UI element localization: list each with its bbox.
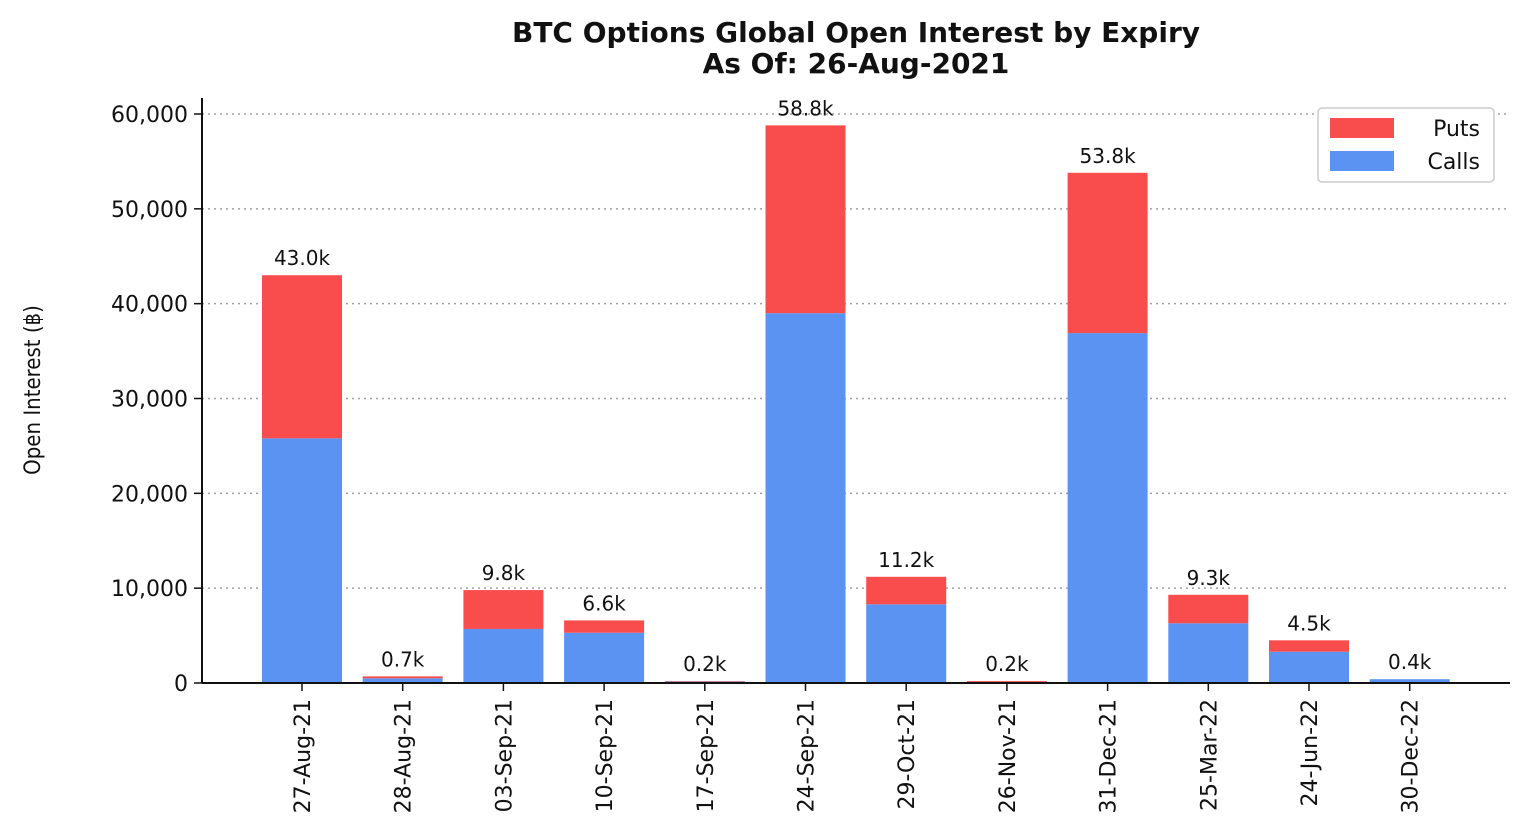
x-tick-label: 17-Sep-21 [694,699,719,812]
bar-puts [1168,594,1249,624]
bar-total-label: 58.8k [777,96,834,120]
bar-total-label: 53.8k [1080,144,1137,168]
bar-total-label: 9.3k [1187,566,1231,590]
bar-puts [866,576,947,605]
bar-puts [1067,172,1148,334]
title-group: BTC Options Global Open Interest by Expi… [512,16,1200,80]
y-tick-label: 50,000 [111,198,188,223]
bar-calls [262,438,342,683]
x-tick-label: 24-Jun-22 [1298,699,1323,806]
bars-layer [262,125,1450,683]
bar-puts [262,275,342,439]
bar-total-label: 0.2k [985,652,1029,676]
bar-calls [1369,679,1450,683]
y-tick-label: 10,000 [111,577,188,602]
bar-puts [463,590,544,629]
x-tick-label: 10-Sep-21 [593,699,618,812]
bar-calls [1269,651,1349,683]
bar-total-label: 11.2k [878,548,935,572]
bar-calls [564,632,645,683]
bar-total-label: 0.4k [1388,650,1432,674]
bar-total-label: 9.8k [482,561,526,585]
x-tick-label: 25-Mar-22 [1197,699,1222,811]
bar-puts [765,125,846,314]
y-tick-label: 20,000 [111,482,188,507]
y-tick-label: 60,000 [111,103,188,128]
x-tick-label: 26-Nov-21 [996,699,1021,813]
bar-puts [1269,640,1349,652]
legend: Puts Calls [1317,107,1495,183]
bar-calls [463,628,544,683]
chart-title: BTC Options Global Open Interest by Expi… [512,16,1200,49]
legend-label-calls: Calls [1427,150,1480,175]
bar-puts [966,681,1047,683]
bar-calls [1168,623,1249,683]
y-tick-label: 40,000 [111,293,188,318]
bar-total-label: 43.0k [274,246,331,270]
x-tick-label: 31-Dec-21 [1097,699,1122,813]
bar-calls [765,313,846,683]
x-tick-label: 30-Dec-22 [1399,699,1424,813]
bar-puts [564,620,645,633]
bar-total-label: 0.7k [381,647,425,671]
grid-layer [202,113,1510,589]
y-tick-label: 0 [174,672,188,697]
legend-swatch-puts [1330,118,1394,138]
x-tick-label: 03-Sep-21 [492,699,517,812]
ticks-layer: 0 10,000 20,000 30,000 40,000 50,000 60,000 27-… [111,103,1424,813]
legend-swatch-calls [1330,151,1394,171]
bar-puts [362,676,443,679]
bar-calls [1067,333,1148,683]
y-tick-label: 30,000 [111,388,188,413]
x-tick-label: 28-Aug-21 [392,699,417,813]
bar-total-label: 4.5k [1287,611,1331,635]
bar-calls [362,678,443,683]
x-tick-label: 27-Aug-21 [291,699,316,813]
x-tick-label: 24-Sep-21 [795,699,820,812]
x-tick-label: 29-Oct-21 [895,699,920,810]
bar-total-label: 6.6k [582,591,626,615]
labels-layer: 43.0k 0.7k 9.8k 6.6k 0.2k 58.8k 11.2k 0.2k 53.8k… [274,96,1432,676]
legend-label-puts: Puts [1433,117,1480,142]
axes-layer [201,98,1510,684]
y-axis-label: Open Interest (฿) [21,305,46,475]
bar-calls [866,604,947,683]
chart-subtitle: As Of: 26-Aug-2021 [703,47,1010,80]
bar-total-label: 0.2k [683,652,727,676]
